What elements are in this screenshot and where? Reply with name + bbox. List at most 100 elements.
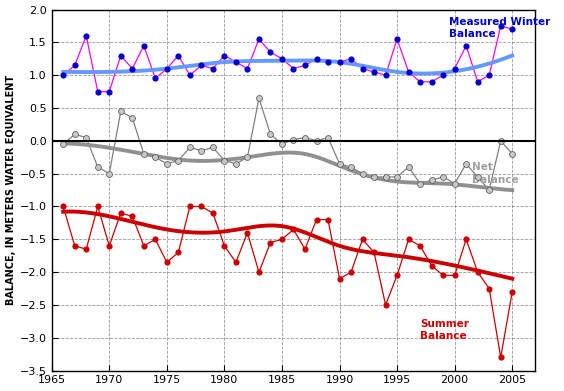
Point — [439, 72, 448, 78]
Point — [231, 59, 240, 65]
Point — [174, 158, 183, 164]
Point — [128, 213, 137, 219]
Point — [404, 164, 413, 170]
Point — [484, 285, 494, 292]
Point — [289, 136, 298, 143]
Point — [277, 141, 287, 147]
Point — [197, 203, 206, 210]
Point — [151, 236, 160, 242]
Point — [59, 72, 68, 78]
Point — [116, 210, 125, 216]
Point — [416, 180, 425, 187]
Point — [139, 43, 148, 49]
Point — [496, 138, 505, 144]
Point — [174, 52, 183, 59]
Point — [439, 272, 448, 278]
Point — [416, 243, 425, 249]
Point — [105, 170, 114, 177]
Point — [439, 174, 448, 180]
Point — [473, 269, 482, 275]
Point — [289, 226, 298, 233]
Point — [335, 59, 344, 65]
Point — [358, 66, 367, 72]
Point — [277, 56, 287, 62]
Point — [335, 276, 344, 282]
Text: Summer
Balance: Summer Balance — [420, 319, 469, 341]
Point — [116, 52, 125, 59]
Point — [220, 52, 229, 59]
Point — [508, 289, 517, 295]
Point — [243, 154, 252, 160]
Point — [208, 66, 217, 72]
Point — [427, 262, 436, 269]
Point — [369, 174, 378, 180]
Point — [508, 151, 517, 157]
Point — [450, 66, 459, 72]
Point — [450, 180, 459, 187]
Point — [105, 88, 114, 95]
Point — [484, 72, 494, 78]
Point — [312, 138, 321, 144]
Point — [508, 26, 517, 32]
Point — [335, 161, 344, 167]
Point — [381, 72, 390, 78]
Point — [381, 302, 390, 308]
Point — [162, 66, 171, 72]
Point — [473, 174, 482, 180]
Point — [59, 203, 68, 210]
Point — [324, 217, 333, 223]
Point — [266, 239, 275, 246]
Point — [82, 246, 91, 252]
Point — [404, 69, 413, 75]
Point — [393, 272, 402, 278]
Point — [220, 243, 229, 249]
Point — [93, 203, 102, 210]
Point — [128, 66, 137, 72]
Point — [301, 135, 310, 141]
Point — [82, 33, 91, 39]
Point — [231, 259, 240, 265]
Point — [266, 49, 275, 56]
Point — [174, 249, 183, 256]
Point — [162, 259, 171, 265]
Point — [369, 249, 378, 256]
Point — [346, 56, 355, 62]
Point — [243, 66, 252, 72]
Point — [243, 230, 252, 236]
Point — [404, 236, 413, 242]
Point — [369, 69, 378, 75]
Point — [197, 62, 206, 68]
Point — [254, 95, 263, 101]
Point — [346, 269, 355, 275]
Point — [70, 62, 80, 68]
Point — [139, 243, 148, 249]
Point — [324, 59, 333, 65]
Point — [186, 144, 195, 151]
Point — [151, 75, 160, 82]
Point — [462, 236, 471, 242]
Point — [197, 147, 206, 154]
Point — [312, 56, 321, 62]
Point — [462, 161, 471, 167]
Point — [208, 144, 217, 151]
Point — [105, 243, 114, 249]
Point — [231, 161, 240, 167]
Point — [324, 135, 333, 141]
Point — [254, 36, 263, 42]
Point — [473, 79, 482, 85]
Point — [427, 79, 436, 85]
Point — [301, 246, 310, 252]
Point — [186, 72, 195, 78]
Point — [59, 141, 68, 147]
Point — [70, 243, 80, 249]
Text: Net
Balance: Net Balance — [472, 162, 518, 185]
Point — [427, 177, 436, 183]
Point — [450, 272, 459, 278]
Point — [496, 354, 505, 361]
Point — [254, 269, 263, 275]
Point — [484, 187, 494, 193]
Point — [312, 217, 321, 223]
Point — [186, 203, 195, 210]
Point — [416, 79, 425, 85]
Point — [70, 131, 80, 137]
